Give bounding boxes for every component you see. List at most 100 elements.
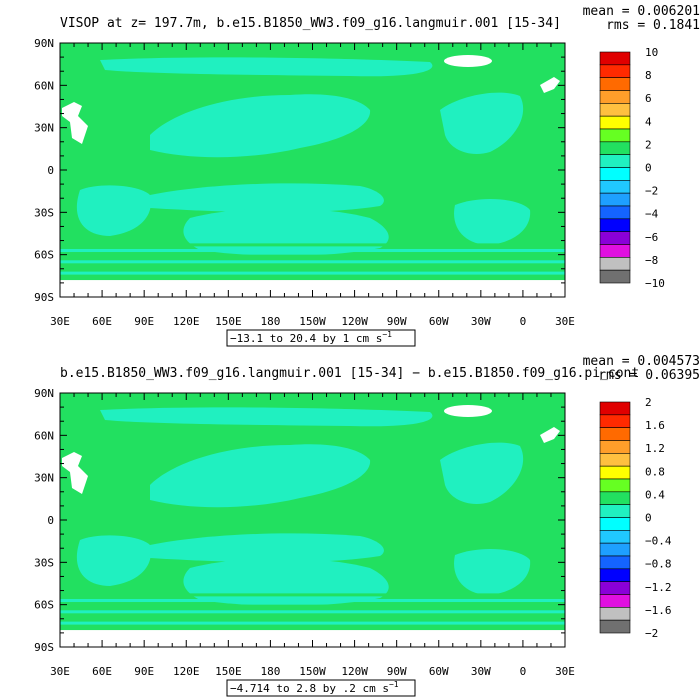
range-unit-exponent: −1 (389, 680, 399, 689)
legend-label: 10 (645, 46, 658, 59)
x-tick-label: 120W (341, 665, 368, 678)
legend-swatch (599, 517, 631, 531)
southern-ocean-stripe (60, 249, 565, 253)
land-patch-east (540, 77, 560, 93)
x-tick-label: 90E (134, 315, 154, 328)
ocean-region-2 (150, 183, 384, 213)
legend-label: −2 (645, 185, 658, 198)
legend-swatch (599, 115, 631, 130)
y-tick-label: 0 (47, 514, 54, 527)
legend-label: 2 (645, 138, 652, 151)
legend-swatch (599, 231, 631, 245)
legend-swatch (599, 530, 631, 544)
legend-swatch (599, 180, 631, 194)
legend-swatch (599, 555, 631, 570)
chart-title: VISOP at z= 197.7m, b.e15.B1850_WW3.f09_… (60, 16, 561, 31)
legend-swatch (599, 77, 631, 91)
ocean-region-4 (440, 442, 524, 505)
ocean-region-3 (183, 558, 389, 606)
legend-label: −1.6 (645, 604, 672, 617)
x-tick-label: 120W (341, 315, 368, 328)
x-tick-label: 30E (555, 315, 575, 328)
y-tick-label: 30S (34, 556, 54, 569)
legend-label: −1.2 (645, 581, 672, 594)
legend-label: −8 (645, 254, 658, 267)
range-box (226, 329, 416, 347)
legend-swatch (599, 269, 631, 284)
land-patch-east (540, 427, 560, 443)
range-label: −13.1 to 20.4 by 1 cm s−1 (230, 330, 392, 345)
legend-label: 2 (645, 396, 652, 409)
legend-swatch (599, 401, 631, 416)
land-ice-patch (444, 55, 492, 67)
legend-swatch (599, 465, 631, 480)
southern-ocean-stripe (60, 271, 565, 275)
y-tick-label: 90N (34, 37, 54, 50)
ocean-region-1 (150, 444, 371, 508)
ocean-region-6 (76, 535, 151, 586)
legend-label: 8 (645, 69, 652, 82)
legend-swatch (599, 440, 631, 454)
southern-ocean-stripe (60, 593, 565, 597)
ocean-region-5 (454, 548, 531, 595)
x-tick-label: 60W (429, 665, 449, 678)
stat-rms: rms = 0.06395 (598, 368, 700, 383)
range-box (226, 679, 416, 697)
x-tick-label: 180 (260, 665, 280, 678)
y-tick-label: 30N (34, 122, 54, 135)
y-tick-label: 90S (34, 641, 54, 654)
southern-ocean-stripe (60, 254, 565, 258)
y-tick-label: 30S (34, 206, 54, 219)
legend-swatch (599, 64, 631, 78)
x-tick-label: 90E (134, 665, 154, 678)
ocean-region-2 (150, 533, 384, 563)
stat-mean: mean = 0.006201 (583, 4, 700, 19)
ocean-region-3 (183, 208, 389, 256)
stat-rms: rms = 0.1841 (606, 18, 700, 33)
x-tick-label: 30W (471, 665, 491, 678)
legend-label: 0 (645, 512, 652, 525)
x-tick-label: 30W (471, 315, 491, 328)
southern-ocean-stripe (60, 621, 565, 625)
legend-swatch (599, 478, 631, 493)
legend-swatch (599, 607, 631, 621)
x-tick-label: 60W (429, 315, 449, 328)
x-tick-label: 0 (520, 665, 527, 678)
legend-swatch (599, 257, 631, 271)
land-ice-patch (444, 405, 492, 417)
range-unit-exponent: −1 (382, 330, 392, 339)
ocean-region-7 (100, 407, 433, 427)
southern-ocean-stripe (60, 604, 565, 608)
x-tick-label: 150W (299, 665, 326, 678)
x-tick-label: 90W (387, 315, 407, 328)
x-tick-label: 0 (520, 315, 527, 328)
y-tick-label: 60S (34, 599, 54, 612)
southern-ocean-stripe (60, 265, 565, 269)
y-tick-label: 60S (34, 249, 54, 262)
legend-swatch (599, 205, 631, 220)
stat-mean: mean = 0.004573 (583, 354, 700, 369)
legend-label: 1.2 (645, 442, 665, 455)
legend-swatch (599, 244, 631, 258)
legend-label: 4 (645, 115, 652, 128)
legend-swatch (599, 218, 631, 232)
chart-panel-2: 30E 60E 90E 120E 150E 180 150W 120W 90W 60W 30W 0 30… (34, 354, 700, 697)
southern-ocean-stripe (60, 610, 565, 614)
y-tick-label: 30N (34, 472, 54, 485)
southern-ocean-stripe (60, 243, 565, 247)
ocean-region-5 (454, 198, 531, 245)
legend-label: −2 (645, 627, 658, 640)
chart-title: b.e15.B1850_WW3.f09_g16.langmuir.001 [15… (60, 366, 639, 381)
legend-label: −10 (645, 277, 665, 290)
x-tick-label: 150E (215, 315, 242, 328)
x-tick-label: 30E (50, 665, 70, 678)
legend-label: 1.6 (645, 419, 665, 432)
ocean-region-7 (100, 57, 433, 77)
legend-swatch (599, 427, 631, 441)
chart-panel-1: 30E 60E 90E 120E 150E 180 150W 120W 90W 60W 30W 0 30… (34, 4, 700, 347)
legend-label: −0.4 (645, 535, 672, 548)
legend-swatch (599, 619, 631, 634)
y-tick-label: 60N (34, 429, 54, 442)
land-patch-west (62, 452, 88, 494)
